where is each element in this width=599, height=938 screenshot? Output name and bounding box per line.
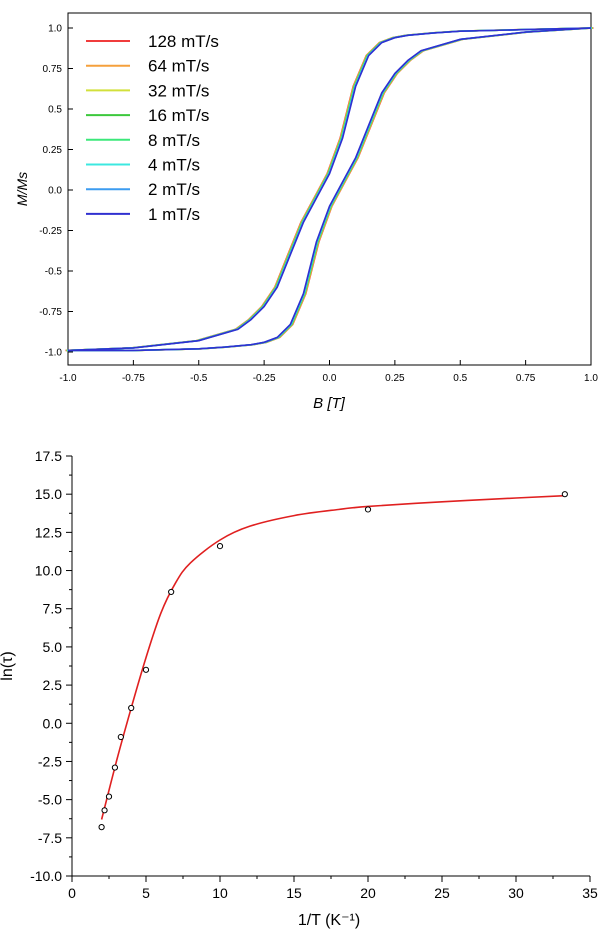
x-tick-label: -1.0 [59,373,77,384]
legend-label: 4 mT/s [148,156,200,175]
y-tick-label: 0.75 [43,64,63,75]
data-point [142,666,150,673]
y-tick-label: -10.0 [30,868,62,884]
hysteresis-branch-line [67,27,591,352]
x-tick-label: 0.0 [323,373,337,384]
y-tick-label: -7.5 [38,830,62,846]
x-axis-ticks: -1.0 -0.75 -0.5 -0.25 0.0 0.25 0.5 0.75 1.0 [59,360,598,384]
hysteresis-branch-line [67,27,592,352]
y-tick-label: 15.0 [35,486,62,502]
hysteresis-branch-line [65,27,589,352]
x-tick-label: 0 [68,885,76,901]
x-tick-label: 0.75 [516,373,536,384]
hysteresis-branch-line [67,27,591,352]
x-tick-label: 15 [286,885,302,901]
hysteresis-branch-line [66,27,590,352]
hysteresis-branch-line [68,27,592,352]
arrhenius-chart: 0 5 10 15 20 25 30 35 17.5 15.0 12.5 10.0 7.5 5.0 2.5… [0,448,598,929]
data-point [117,733,124,741]
x-tick-label: 0.5 [453,373,467,384]
legend-label: 1 mT/s [148,205,200,224]
y-tick-label: 10.0 [35,563,62,579]
data-point [561,491,568,498]
x-tick-label: 35 [582,885,598,901]
y-tick-label: 0.0 [48,186,62,197]
x-axis-label: 1/T (K⁻¹) [298,912,360,929]
legend-label: 2 mT/s [148,180,200,199]
data-point [168,588,175,596]
y-tick-label: -0.5 [45,267,63,278]
y-tick-label: -5.0 [38,792,62,808]
y-tick-label: -2.5 [38,753,62,769]
hysteresis-branch-line [66,27,590,352]
x-tick-label: 20 [360,885,376,901]
y-axis-label: ln(τ) [0,651,16,680]
x-tick-label: 25 [434,885,450,901]
data-point [101,807,108,814]
data-point [216,543,224,550]
y-axis-ticks: 1.0 0.75 0.5 0.25 0.0 -0.25 -0.5 -0.75 -1.0 [39,24,73,359]
data-point [128,704,135,712]
y-tick-label: 0.0 [43,715,63,731]
hysteresis-chart: -1.0 -0.75 -0.5 -0.25 0.0 0.25 0.5 0.75 1.0 1.0 0… [14,12,598,412]
y-tick-label: -0.75 [39,307,62,318]
x-tick-label: 5 [142,885,150,901]
y-tick-label: 17.5 [35,448,62,464]
legend-label: 32 mT/s [148,81,209,100]
x-tick-label: 30 [508,885,524,901]
x-tick-label: -0.75 [122,373,145,384]
x-tick-label: -0.5 [190,373,208,384]
x-tick-label: -0.25 [253,373,276,384]
data-point [364,506,372,513]
x-tick-label: 1.0 [584,373,598,384]
x-axis-label: B [T] [313,395,346,412]
y-axis-ticks: 17.5 15.0 12.5 10.0 7.5 5.0 2.5 0.0 -2.5 -5.0 -7.5… [30,448,72,884]
legend: 128 mT/s 64 mT/s 32 mT/s 16 mT/s 8 mT/s 4 mT/… [86,32,219,224]
legend-label: 16 mT/s [148,106,209,125]
y-tick-label: 2.5 [43,677,63,693]
y-tick-label: 5.0 [43,639,63,655]
y-tick-label: 7.5 [43,601,63,617]
y-axis-label: M/Ms [14,172,30,206]
data-points [98,491,568,831]
legend-label: 8 mT/s [148,131,200,150]
legend-label: 128 mT/s [148,32,219,51]
y-tick-label: 1.0 [48,24,62,35]
plot-frame [67,12,592,366]
x-tick-label: 0.25 [385,373,405,384]
hysteresis-branch-line [68,27,592,352]
data-point [111,764,119,771]
x-axis-ticks: 0 5 10 15 20 25 30 35 [68,876,598,901]
hysteresis-branch-line [65,27,589,352]
x-tick-label: 10 [212,885,228,901]
hysteresis-branch-line [66,27,591,352]
y-tick-label: 12.5 [35,524,62,540]
y-tick-label: 0.25 [43,145,63,156]
y-tick-label: -1.0 [45,348,63,359]
fit-curve [100,494,565,820]
hysteresis-curves [65,27,594,352]
data-point [98,824,105,831]
data-point [105,793,113,800]
y-tick-label: -0.25 [39,226,62,237]
y-tick-label: 0.5 [48,105,62,116]
legend-label: 64 mT/s [148,57,209,76]
